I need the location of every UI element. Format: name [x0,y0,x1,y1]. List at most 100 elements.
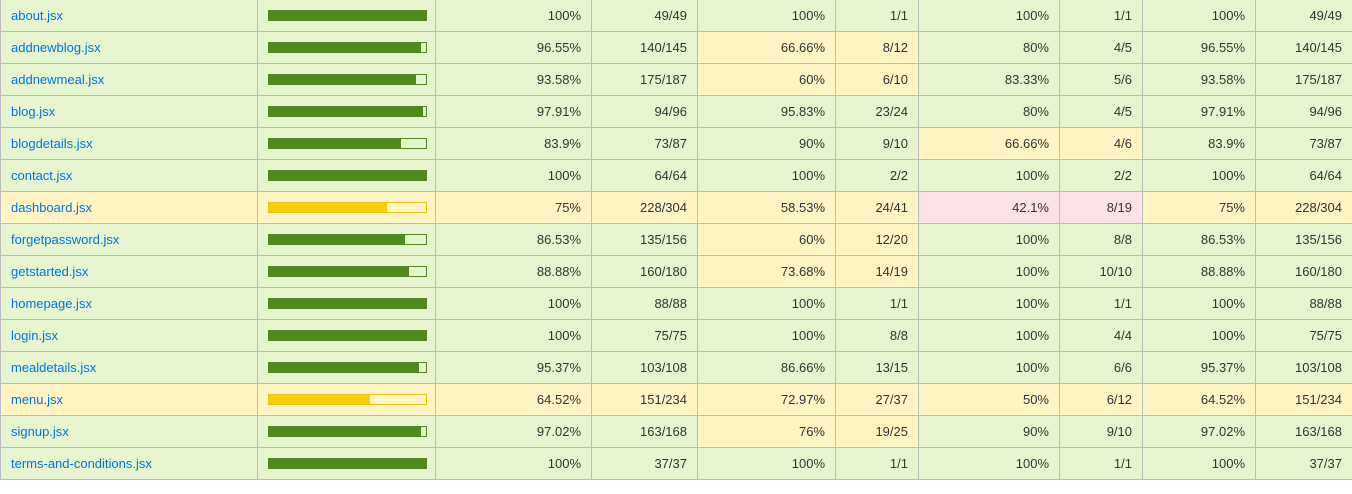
file-link[interactable]: contact.jsx [11,168,73,183]
functions-percent: 100% [918,447,1060,480]
file-link[interactable]: about.jsx [11,8,64,23]
file-cell: terms-and-conditions.jsx [0,447,258,480]
statements-percent: 88.88% [435,255,592,288]
functions-count: 1/1 [1059,287,1143,320]
lines-count: 140/145 [1255,31,1352,64]
table-row: menu.jsx 64.52% 151/234 72.97% 27/37 50% 6/12 6… [0,383,1352,416]
functions-percent: 100% [918,255,1060,288]
branches-percent: 60% [697,223,836,256]
lines-percent: 83.9% [1142,127,1256,160]
lines-count: 103/108 [1255,351,1352,384]
file-link[interactable]: terms-and-conditions.jsx [11,456,152,471]
coverage-bar-fill [269,235,405,244]
coverage-bar [268,106,427,117]
coverage-bar-cell [257,31,436,64]
functions-percent: 100% [918,351,1060,384]
file-link[interactable]: dashboard.jsx [11,200,92,215]
statements-percent: 100% [435,319,592,352]
statements-count: 163/168 [591,415,698,448]
lines-count: 37/37 [1255,447,1352,480]
file-cell: addnewmeal.jsx [0,63,258,96]
lines-percent: 96.55% [1142,31,1256,64]
statements-count: 135/156 [591,223,698,256]
lines-percent: 95.37% [1142,351,1256,384]
functions-count: 4/4 [1059,319,1143,352]
coverage-bar-fill [269,459,426,468]
functions-count: 8/19 [1059,191,1143,224]
coverage-bar-fill [269,171,426,180]
statements-percent: 95.37% [435,351,592,384]
file-link[interactable]: signup.jsx [11,424,69,439]
branches-percent: 100% [697,447,836,480]
table-row: homepage.jsx 100% 88/88 100% 1/1 100% 1/1 100% 8… [0,287,1352,320]
branches-percent: 58.53% [697,191,836,224]
file-link[interactable]: addnewblog.jsx [11,40,101,55]
file-cell: about.jsx [0,0,258,32]
file-link[interactable]: menu.jsx [11,392,64,407]
coverage-bar-cell [257,95,436,128]
lines-count: 228/304 [1255,191,1352,224]
file-cell: signup.jsx [0,415,258,448]
coverage-bar-cell [257,127,436,160]
file-link[interactable]: mealdetails.jsx [11,360,97,375]
lines-count: 160/180 [1255,255,1352,288]
coverage-bar [268,42,427,53]
coverage-bar [268,426,427,437]
table-row: login.jsx 100% 75/75 100% 8/8 100% 4/4 100% 75/7… [0,319,1352,352]
functions-percent: 90% [918,415,1060,448]
file-cell: addnewblog.jsx [0,31,258,64]
functions-count: 8/8 [1059,223,1143,256]
lines-count: 94/96 [1255,95,1352,128]
coverage-bar [268,202,427,213]
lines-count: 64/64 [1255,159,1352,192]
statements-count: 37/37 [591,447,698,480]
table-row: contact.jsx 100% 64/64 100% 2/2 100% 2/2 100% 64… [0,159,1352,192]
functions-percent: 66.66% [918,127,1060,160]
coverage-bar [268,266,427,277]
statements-percent: 97.91% [435,95,592,128]
coverage-bar-cell [257,415,436,448]
branches-count: 24/41 [835,191,919,224]
statements-percent: 93.58% [435,63,592,96]
functions-percent: 83.33% [918,63,1060,96]
statements-count: 75/75 [591,319,698,352]
statements-percent: 97.02% [435,415,592,448]
coverage-bar-cell [257,319,436,352]
file-link[interactable]: getstarted.jsx [11,264,89,279]
file-cell: blog.jsx [0,95,258,128]
file-cell: login.jsx [0,319,258,352]
table-row: addnewblog.jsx 96.55% 140/145 66.66% 8/12 80%… [0,31,1352,64]
statements-count: 228/304 [591,191,698,224]
file-link[interactable]: forgetpassword.jsx [11,232,120,247]
coverage-bar-cell [257,351,436,384]
branches-count: 1/1 [835,287,919,320]
coverage-bar-fill [269,139,401,148]
lines-percent: 100% [1142,0,1256,32]
statements-percent: 83.9% [435,127,592,160]
lines-percent: 97.91% [1142,95,1256,128]
statements-count: 94/96 [591,95,698,128]
lines-count: 75/75 [1255,319,1352,352]
branches-count: 13/15 [835,351,919,384]
file-link[interactable]: addnewmeal.jsx [11,72,105,87]
statements-percent: 100% [435,159,592,192]
coverage-bar-fill [269,43,421,52]
coverage-bar-cell [257,255,436,288]
file-cell: forgetpassword.jsx [0,223,258,256]
branches-percent: 76% [697,415,836,448]
file-link[interactable]: blog.jsx [11,104,56,119]
lines-percent: 75% [1142,191,1256,224]
branches-count: 8/8 [835,319,919,352]
branches-count: 2/2 [835,159,919,192]
statements-count: 103/108 [591,351,698,384]
branches-count: 12/20 [835,223,919,256]
table-row: blog.jsx 97.91% 94/96 95.83% 23/24 80% 4/5 97.9… [0,95,1352,128]
functions-count: 4/5 [1059,95,1143,128]
functions-percent: 42.1% [918,191,1060,224]
file-link[interactable]: login.jsx [11,328,58,343]
table-row: terms-and-conditions.jsx 100% 37/37 100% 1/1… [0,447,1352,480]
file-link[interactable]: homepage.jsx [11,296,92,311]
file-link[interactable]: blogdetails.jsx [11,136,93,151]
lines-percent: 88.88% [1142,255,1256,288]
table-row: mealdetails.jsx 95.37% 103/108 86.66% 13/15 1… [0,351,1352,384]
